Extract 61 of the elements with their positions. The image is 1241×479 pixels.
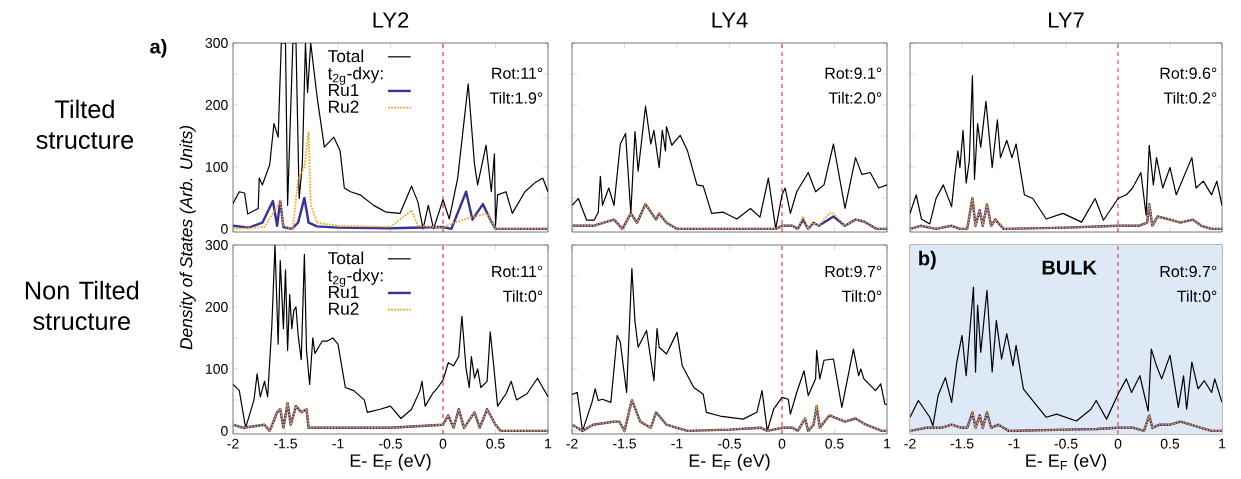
annotation: b) <box>919 250 936 270</box>
y-tick-label: 0 <box>221 223 228 234</box>
text: Non Tilted structure <box>25 280 139 331</box>
text: a) <box>150 38 167 58</box>
legend-label: Total <box>328 251 364 265</box>
annotation: Tilt:2.0° <box>828 91 882 104</box>
y-tick-label: 200 <box>205 302 228 312</box>
annotation: Tilt:1.9° <box>489 91 543 104</box>
annotation: Rot:9.6° <box>1160 67 1217 79</box>
x-tick-label: -1.5 <box>274 438 297 449</box>
x-tick-label: -1.5 <box>613 438 636 449</box>
x-tick-label: -2 <box>227 438 239 449</box>
x-axis-title: E- E$_{F}$ (eV) <box>1026 453 1107 471</box>
legend-label: Total <box>328 49 364 63</box>
x-tick-label: 0 <box>1114 438 1122 449</box>
legend-title: t$_{2g}$-dxy: <box>327 66 383 85</box>
x-tick-label: -1 <box>1008 438 1020 449</box>
x-axis-title: E- E$_{F}$ (eV) <box>350 453 431 471</box>
annotation: Rot:11° <box>492 265 543 278</box>
chart-title: LY7 <box>1049 12 1084 28</box>
x-axis-title: E- E$_{F}$ (eV) <box>689 453 770 471</box>
x-tick-label: -0.5 <box>1054 438 1078 449</box>
x-tick-label: 1 <box>1219 438 1226 449</box>
chart-title: LY2 <box>373 12 409 28</box>
annotation: Tilt:0° <box>1177 290 1217 302</box>
annotation: Rot:9.7° <box>825 265 882 278</box>
y-axis-title: Density of States (Arb. Units) <box>179 125 196 350</box>
y-tick-label: 200 <box>205 100 228 110</box>
y-tick-label: 0 <box>221 425 228 436</box>
annotation: Rot:9.7° <box>1160 265 1217 278</box>
x-tick-label: -2 <box>904 438 916 449</box>
x-tick-label: 0 <box>439 438 447 449</box>
x-tick-label: 0.5 <box>825 438 844 449</box>
legend-title: t$_{2g}$-dxy: <box>327 268 383 287</box>
legend-label: Ru1 <box>329 84 359 97</box>
legend-label: Ru1 <box>329 286 359 299</box>
annotation: Tilt:0° <box>842 290 882 302</box>
x-tick-label: 0 <box>778 438 786 449</box>
x-tick-label: -2 <box>566 438 578 449</box>
annotation: Rot:9.1° <box>825 67 882 79</box>
chart-title: LY4 <box>712 12 748 28</box>
annotation: Tilt:0.2° <box>1163 91 1217 104</box>
x-tick-label: -1.5 <box>950 438 974 449</box>
y-tick-label: 100 <box>206 161 228 172</box>
x-tick-label: 1 <box>545 438 552 449</box>
annotation: BULK <box>1042 260 1097 275</box>
x-tick-label: -0.5 <box>379 438 402 449</box>
annotation: Rot:11° <box>492 67 543 79</box>
x-tick-label: 0.5 <box>486 438 505 449</box>
y-tick-label: 300 <box>205 240 228 250</box>
x-tick-label: 1 <box>884 438 891 449</box>
x-tick-label: -1 <box>671 438 683 449</box>
x-tick-label: -0.5 <box>718 438 741 449</box>
text: Tilted structure <box>36 99 134 149</box>
legend-label: Ru2 <box>329 100 359 113</box>
y-tick-label: 300 <box>205 38 228 48</box>
legend-label: Ru2 <box>329 302 359 315</box>
x-tick-label: 0.5 <box>1160 438 1180 449</box>
y-tick-label: 100 <box>206 363 228 374</box>
annotation: Tilt:0° <box>503 290 543 302</box>
x-tick-label: -1 <box>332 438 344 449</box>
